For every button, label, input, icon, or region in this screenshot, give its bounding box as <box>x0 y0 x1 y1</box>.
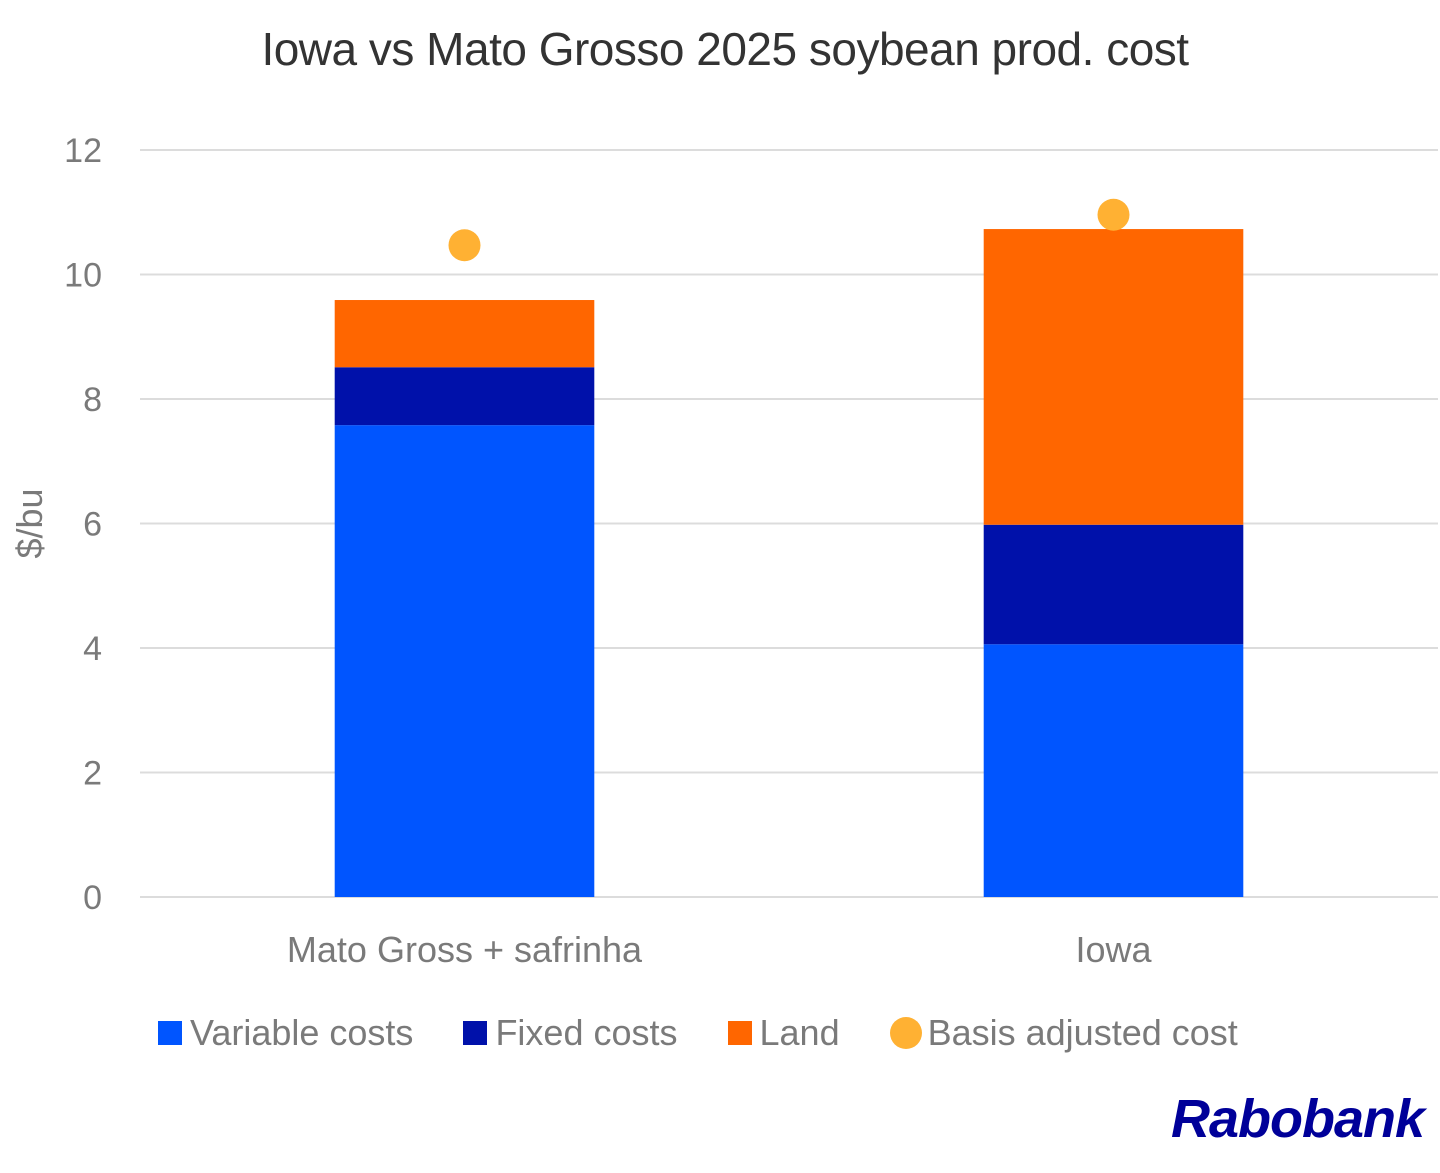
legend-swatch <box>463 1021 488 1045</box>
legend: Variable costs Fixed costs Land Basis ad… <box>158 1012 1288 1054</box>
legend-item-variable: Variable costs <box>158 1012 413 1054</box>
rabobank-logo: Rabobank <box>1170 1089 1425 1149</box>
legend-label: Basis adjusted cost <box>927 1012 1238 1053</box>
legend-item-basis: Basis adjusted cost <box>889 1012 1238 1054</box>
y-tick-label: 0 <box>83 879 102 917</box>
y-axis-label: $/bu <box>9 488 50 558</box>
y-tick-label: 6 <box>83 506 102 544</box>
bar-land <box>983 229 1244 525</box>
legend-swatch <box>158 1021 182 1045</box>
y-tick-label: 10 <box>64 257 102 295</box>
legend-swatch <box>727 1021 752 1045</box>
bar-land <box>334 300 595 368</box>
y-tick-label: 8 <box>83 381 102 419</box>
legend-dot <box>889 1017 922 1049</box>
bar-fixed-costs <box>334 367 595 426</box>
y-tick-label: 12 <box>64 132 102 170</box>
legend-item-land: Land <box>727 1012 840 1054</box>
point-basis-adjusted-cost <box>448 229 481 262</box>
legend-label: Variable costs <box>190 1012 414 1053</box>
x-tick-label: Iowa <box>1075 929 1152 970</box>
bar-variable-costs <box>334 425 595 897</box>
chart-title: Iowa vs Mato Grosso 2025 soybean prod. c… <box>261 23 1189 75</box>
legend-item-fixed: Fixed costs <box>463 1012 678 1054</box>
chart-plot: 0 2 4 6 8 10 12 $/bu Mato Gross + safrinha Iowa <box>9 132 1438 970</box>
legend-label: Land <box>759 1012 840 1053</box>
x-tick-label: Mato Gross + safrinha <box>287 929 643 970</box>
y-tick-label: 4 <box>83 630 102 668</box>
y-tick-label: 2 <box>83 755 102 793</box>
bar-fixed-costs <box>983 524 1244 645</box>
legend-label: Fixed costs <box>495 1012 678 1053</box>
bar-variable-costs <box>983 644 1244 897</box>
point-basis-adjusted-cost <box>1097 198 1130 231</box>
